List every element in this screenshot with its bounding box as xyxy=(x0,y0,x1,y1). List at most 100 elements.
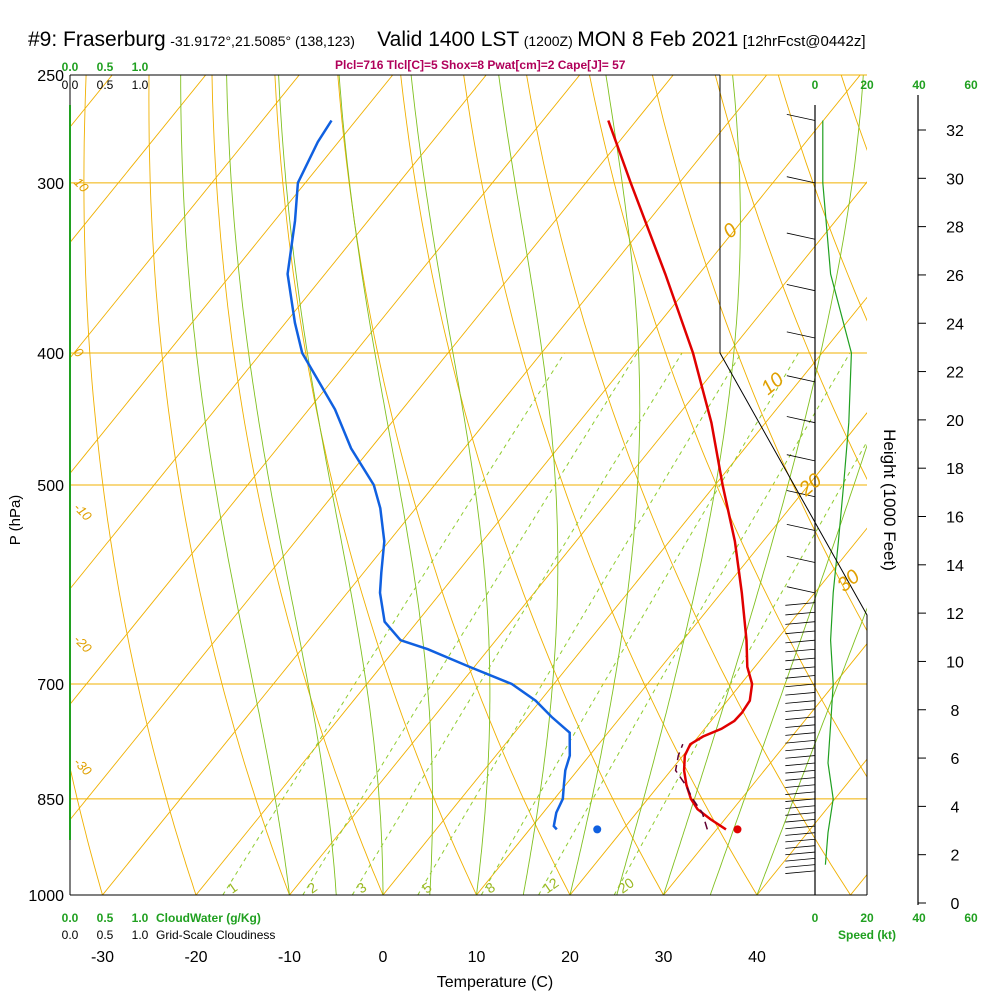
isotherm-line xyxy=(70,75,394,475)
wind-barb xyxy=(786,454,816,462)
theta-e-label: 10 xyxy=(757,368,788,399)
cloudiness-top-tick: 1.0 xyxy=(132,78,149,92)
wind-barb xyxy=(785,675,816,679)
wind-barb xyxy=(785,747,816,752)
wind-barb xyxy=(785,818,816,823)
wind-barb xyxy=(785,832,816,836)
mixing-ratio-line xyxy=(302,352,638,895)
wind-barbs xyxy=(785,113,853,874)
theta-label: 10 xyxy=(71,174,92,195)
pressure-tick-label: 400 xyxy=(37,346,64,363)
surface-temp-dot xyxy=(733,825,742,834)
moist-adiabat-line xyxy=(756,607,867,895)
dry-adiabat-line xyxy=(274,75,477,895)
height-tick-label: 30 xyxy=(946,171,964,188)
theta-label: -30 xyxy=(71,755,95,779)
isotherm-line xyxy=(288,181,867,895)
isotherm-line xyxy=(195,75,861,895)
dry-adiabat-line xyxy=(0,0,16,924)
isotherm-line xyxy=(569,527,867,895)
thermo-grid xyxy=(0,0,1000,924)
cloudiness-bottom-tick: 0.5 xyxy=(97,928,114,942)
mixing-ratio-line xyxy=(417,352,742,895)
temperature-tick-label: 0 xyxy=(379,949,388,966)
moist-adiabat-line xyxy=(180,75,290,895)
wind-barb xyxy=(785,769,816,774)
theta-e-label: 0 xyxy=(719,219,742,243)
isotherm-line xyxy=(0,0,32,924)
wind-barb xyxy=(785,700,816,704)
theta-e-label: 30 xyxy=(833,566,864,597)
title-date: MON 8 Feb 2021 xyxy=(577,28,739,51)
title-fcst: [12hrFcst@0442z] xyxy=(742,33,866,50)
temperature-tick-label: 10 xyxy=(468,949,486,966)
moist-adiabat-line xyxy=(226,75,337,895)
wind-barb xyxy=(786,375,816,383)
wind-barb xyxy=(786,232,816,240)
wind-barb xyxy=(786,113,816,121)
pressure-tick-label: 850 xyxy=(37,792,64,809)
moist-adiabat-line xyxy=(569,75,641,895)
isotherm-line xyxy=(70,75,300,359)
wind-barb xyxy=(785,630,816,635)
axes xyxy=(69,74,926,905)
theta-label: -20 xyxy=(71,632,95,656)
height-tick-label: 22 xyxy=(946,365,964,382)
speed-top-tick: 0 xyxy=(812,78,819,92)
temperature-tick-label: -10 xyxy=(278,949,301,966)
wind-barb xyxy=(786,416,816,424)
sounding-series xyxy=(286,119,754,834)
wind-barb xyxy=(785,602,816,606)
mixing-ratio-label: 8 xyxy=(482,879,498,897)
cloudiness-bottom-tick: 0.0 xyxy=(62,928,79,942)
height-tick-label: 32 xyxy=(946,123,964,140)
dry-adiabat-line xyxy=(777,75,867,322)
cloudiness-top-tick: 0.0 xyxy=(62,78,79,92)
dry-adiabat-line xyxy=(980,0,1000,924)
wind-barb xyxy=(785,621,816,625)
wind-barb xyxy=(785,791,816,795)
dry-adiabat-line xyxy=(840,75,867,151)
speed-top-tick: 40 xyxy=(912,78,926,92)
wind-barb xyxy=(786,284,816,292)
right-boundary-line xyxy=(719,75,868,895)
cloudwater-top-tick: 0.0 xyxy=(62,60,79,74)
speed-bottom-tick: 60 xyxy=(964,911,978,925)
wind-barb xyxy=(785,838,816,843)
moist-adiabat-line xyxy=(616,75,741,895)
height-axis-title: Height (1000 Feet) xyxy=(880,429,899,571)
isotherm-line xyxy=(382,296,867,895)
isotherm-line xyxy=(70,75,487,590)
wind-barb xyxy=(785,870,816,874)
height-tick-label: 26 xyxy=(946,268,964,285)
height-tick-label: 28 xyxy=(946,220,964,237)
height-tick-label: 12 xyxy=(946,606,964,623)
height-tick-label: 2 xyxy=(951,848,960,865)
isotherm-line xyxy=(849,873,867,895)
pressure-tick-label: 500 xyxy=(37,478,64,495)
wind-barb xyxy=(785,851,816,856)
isotherm-line xyxy=(756,758,867,895)
temperature-tick-label: 30 xyxy=(655,949,673,966)
wind-barb xyxy=(785,755,816,759)
wind-barb xyxy=(785,798,816,802)
mixing-ratio-label: 20 xyxy=(615,874,637,896)
wind-barb xyxy=(785,777,816,781)
height-tick-label: 4 xyxy=(951,799,960,816)
wind-barb xyxy=(785,858,816,862)
wind-barb xyxy=(785,812,816,816)
dry-adiabat-line xyxy=(83,75,197,895)
moist-adiabat-line xyxy=(663,75,864,895)
height-tick-label: 18 xyxy=(946,461,964,478)
cloudwater-bottom-tick: 0.5 xyxy=(97,911,114,925)
pressure-tick-label: 250 xyxy=(37,68,64,85)
height-tick-label: 14 xyxy=(946,558,964,575)
wind-barb xyxy=(785,648,816,653)
wind-barb xyxy=(785,784,816,788)
moist-adiabat-line xyxy=(338,75,433,895)
height-tick-label: 20 xyxy=(946,413,964,430)
speed-axis-label: Speed (kt) xyxy=(838,928,896,942)
isotherm-line xyxy=(101,75,768,895)
wind-barb xyxy=(785,740,816,744)
wind-barb xyxy=(786,490,816,498)
